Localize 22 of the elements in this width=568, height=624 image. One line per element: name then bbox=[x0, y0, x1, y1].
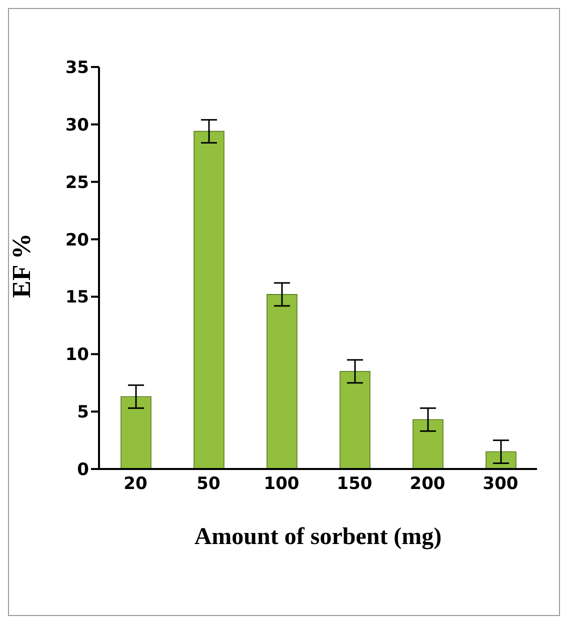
y-tick-label: 15 bbox=[65, 288, 89, 308]
bar bbox=[194, 130, 224, 469]
bar bbox=[412, 419, 444, 469]
x-axis-title: Amount of sorbent (mg) bbox=[194, 524, 442, 550]
x-tick-label: 100 bbox=[264, 474, 300, 494]
bar bbox=[266, 294, 298, 469]
x-tick-label: 200 bbox=[410, 474, 446, 494]
y-tick-label: 35 bbox=[65, 58, 89, 78]
y-tick-label: 0 bbox=[77, 460, 90, 480]
x-tick-label: 50 bbox=[196, 474, 220, 494]
x-tick-label: 300 bbox=[482, 474, 518, 494]
y-tick-label: 10 bbox=[65, 345, 90, 366]
bar bbox=[486, 451, 516, 469]
y-tick-label: 20 bbox=[65, 230, 90, 250]
x-tick-label: 150 bbox=[336, 474, 372, 494]
x-tick-label: 20 bbox=[124, 474, 148, 494]
bar bbox=[120, 396, 152, 469]
bar bbox=[340, 370, 370, 469]
y-tick-label: 5 bbox=[77, 402, 89, 423]
y-tick-label: 30 bbox=[65, 115, 90, 136]
y-axis-title: EF % bbox=[7, 233, 36, 298]
y-tick-label: 25 bbox=[65, 172, 89, 193]
